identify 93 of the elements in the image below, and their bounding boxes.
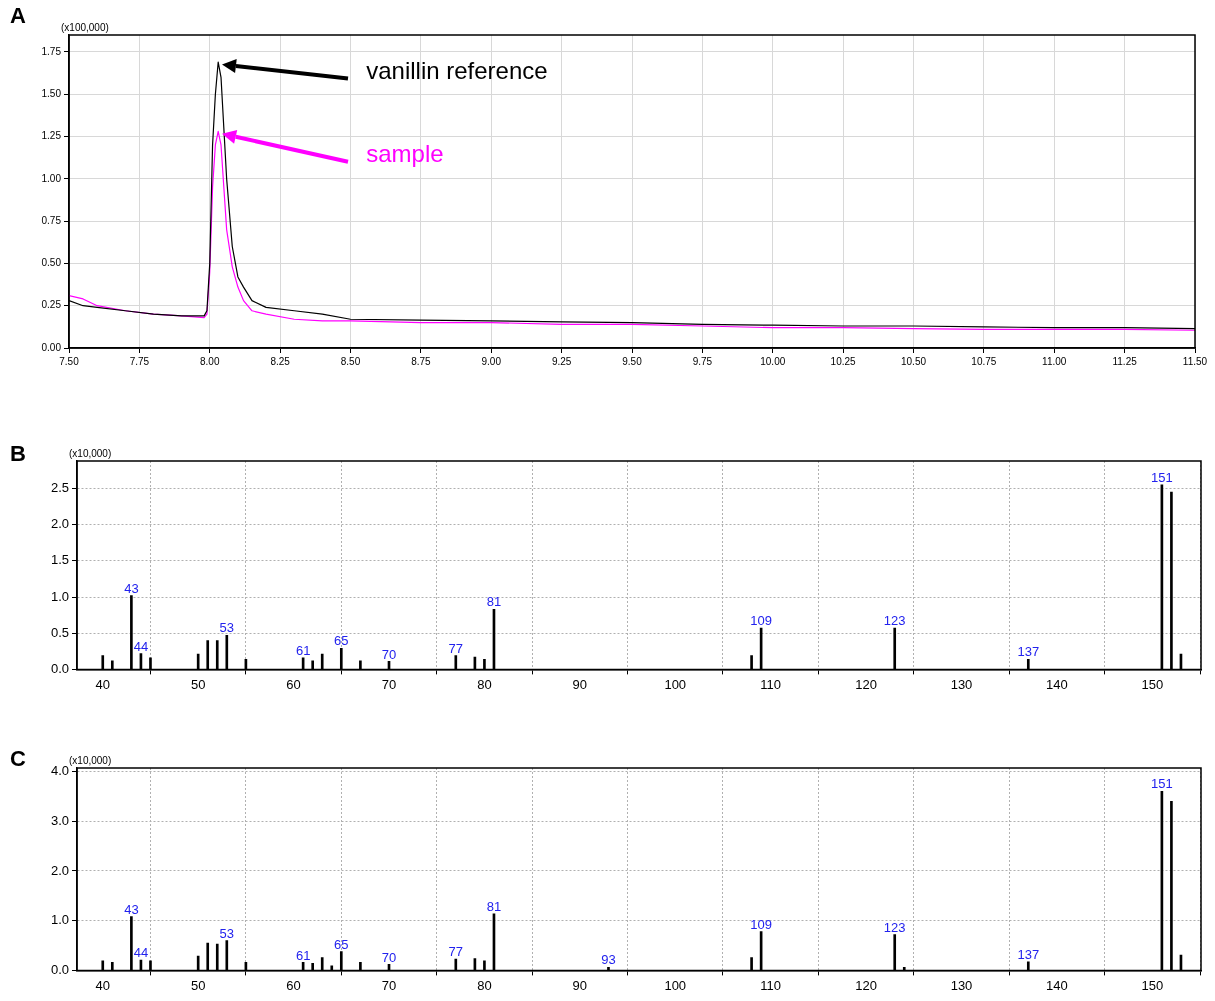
y-tick-label: 4.0 [50, 763, 69, 779]
x-tick-label: 90 [572, 977, 588, 993]
x-tick-label: 70 [381, 676, 397, 692]
annotation: 53 [219, 620, 235, 636]
annotation: 53 [219, 925, 235, 941]
x-tick-label: 120 [855, 977, 877, 993]
x-tick-label: 11.25 [1112, 355, 1138, 367]
y-tick-label: 1.50 [41, 87, 62, 99]
x-tick-label: 7.75 [129, 355, 150, 367]
x-tick-label: 40 [95, 676, 110, 692]
annotation: 81 [486, 594, 502, 610]
x-tick-label: 10.50 [900, 355, 927, 367]
y-tick-label: 1.75 [41, 45, 62, 57]
y-tick-label: 3.0 [50, 812, 69, 828]
x-tick-label: 90 [572, 676, 588, 692]
x-tick-label: 9.25 [551, 355, 572, 367]
annotation: 43 [124, 580, 139, 596]
x-tick-label: 70 [381, 977, 397, 993]
annotation: 44 [133, 945, 149, 961]
annotation: 151 [1151, 469, 1173, 485]
y-tick-label: 0.75 [41, 214, 62, 226]
chart-title: B [10, 441, 26, 467]
y-tick-label: 2.0 [50, 862, 69, 878]
x-tick-label: 110 [760, 676, 782, 692]
x-tick-label: 40 [95, 977, 110, 993]
x-tick-label: 150 [1141, 676, 1164, 692]
y-tick-label: 0.00 [41, 341, 62, 353]
x-tick-label: 120 [855, 676, 877, 692]
y-tick-label: 2.0 [50, 516, 69, 532]
annotation: 93 [601, 952, 616, 968]
x-tick-label: 8.50 [340, 355, 361, 367]
x-tick-label: 8.25 [270, 355, 291, 367]
annotation: 70 [381, 646, 397, 662]
legend-label: vanillin reference [366, 56, 548, 84]
x-tick-label: 11.50 [1182, 355, 1208, 367]
y-tick-label: 0.50 [41, 257, 62, 269]
annotation: 77 [448, 944, 464, 960]
y-tick-label: 2.5 [50, 480, 69, 496]
chart-title: C [10, 746, 26, 772]
x-tick-label: 8.00 [200, 355, 220, 367]
y-tick-label: 1.00 [41, 172, 62, 184]
x-tick-label: 50 [190, 676, 206, 692]
x-tick-label: 7.50 [59, 355, 80, 367]
x-tick-label: 150 [1141, 977, 1164, 993]
annotation: 65 [334, 633, 349, 649]
x-tick-label: 11.00 [1042, 355, 1067, 367]
x-tick-label: 60 [286, 977, 301, 993]
annotation: 123 [883, 613, 906, 629]
y-tick-label: 0.0 [50, 961, 69, 977]
annotation: 109 [750, 613, 772, 629]
y-tick-label: 1.0 [50, 912, 69, 928]
x-tick-label: 60 [286, 676, 301, 692]
annotation: 137 [1017, 644, 1040, 660]
annotation: 44 [133, 638, 149, 654]
x-tick-label: 9.75 [692, 355, 713, 367]
x-tick-label: 50 [190, 977, 206, 993]
x-tick-label: 110 [760, 977, 782, 993]
annotation: 61 [295, 642, 311, 658]
annotation: 109 [750, 916, 772, 932]
x-tick-label: 130 [950, 676, 973, 692]
annotation: 70 [381, 949, 397, 965]
y-tick-label: 0.25 [41, 299, 62, 311]
legend-label: sample [366, 140, 444, 168]
annotation: 77 [448, 640, 464, 656]
text: (x10,000) [69, 447, 112, 459]
x-tick-label: 8.75 [411, 355, 432, 367]
y-tick-label: 0.0 [50, 660, 69, 676]
annotation: 65 [334, 936, 349, 952]
y-tick-label: 1.0 [50, 588, 69, 604]
y-tick-label: 0.5 [50, 624, 69, 640]
x-tick-label: 80 [477, 977, 492, 993]
annotation: 61 [295, 947, 311, 963]
x-tick-label: 10.25 [830, 355, 857, 367]
x-tick-label: 10.75 [971, 355, 997, 367]
text: (x100,000) [61, 21, 109, 33]
x-tick-label: 9.50 [622, 355, 643, 367]
x-tick-label: 100 [664, 676, 687, 692]
annotation: 137 [1017, 947, 1040, 963]
x-tick-label: 140 [1046, 977, 1068, 993]
x-tick-label: 100 [664, 977, 687, 993]
x-tick-label: 80 [477, 676, 492, 692]
x-tick-label: 130 [950, 977, 973, 993]
x-tick-label: 9.00 [481, 355, 502, 367]
annotation: 123 [883, 919, 906, 935]
annotation: 81 [486, 898, 502, 914]
chart-title: A [10, 3, 26, 29]
y-tick-label: 1.5 [50, 552, 69, 568]
y-tick-label: 1.25 [41, 130, 62, 142]
annotation: 43 [124, 901, 139, 917]
x-tick-label: 140 [1046, 676, 1068, 692]
text: (x10,000) [69, 754, 112, 766]
x-tick-label: 10.00 [760, 355, 786, 367]
annotation: 151 [1151, 776, 1173, 792]
